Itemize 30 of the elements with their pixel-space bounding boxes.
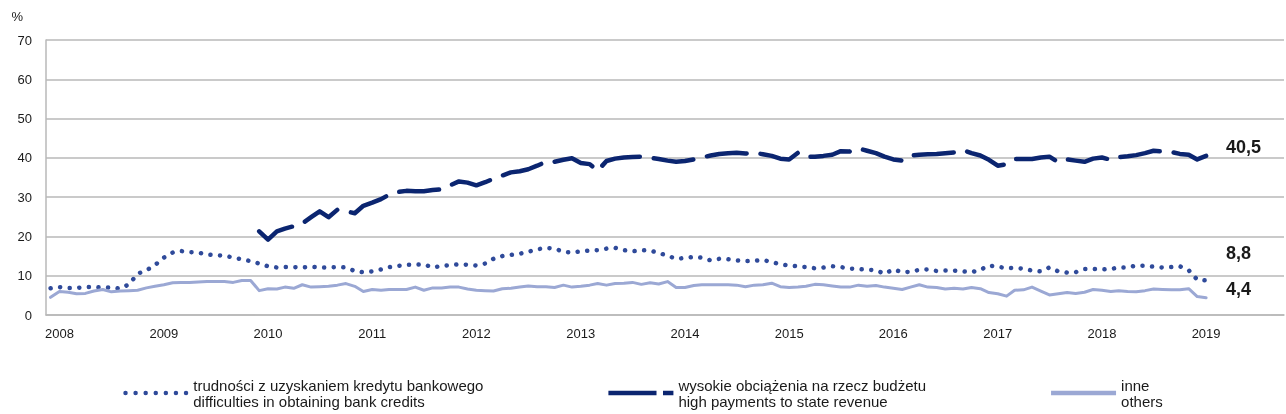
y-tick-label: 40 bbox=[17, 150, 32, 166]
y-axis-title: % bbox=[11, 9, 24, 24]
y-tick-label: 10 bbox=[17, 268, 32, 284]
x-tick-label: 2018 bbox=[1087, 326, 1117, 341]
y-tick-label: 20 bbox=[17, 228, 32, 244]
legend-label: inne others bbox=[1121, 376, 1163, 410]
x-tick-label: 2017 bbox=[983, 326, 1013, 341]
x-tick-label: 2011 bbox=[358, 326, 387, 341]
data-label: 8,8 bbox=[1226, 242, 1252, 263]
legend-label: trudności z uzyskaniem kredytu bankowego difficulties in obtaining bank credits bbox=[193, 376, 484, 410]
y-tick-label: 0 bbox=[24, 307, 32, 323]
line-series bbox=[49, 278, 1208, 300]
y-tick-label: 50 bbox=[17, 111, 32, 127]
line-series bbox=[48, 245, 1209, 291]
x-tick-label: 2009 bbox=[149, 326, 179, 341]
x-tick-label: 2019 bbox=[1191, 326, 1221, 341]
data-label: 40,5 bbox=[1226, 136, 1262, 157]
data-label: 4,4 bbox=[1226, 278, 1252, 299]
x-tick-label: 2008 bbox=[44, 326, 74, 341]
y-tick-label: 30 bbox=[17, 189, 32, 205]
line-series bbox=[256, 146, 1209, 242]
x-tick-label: 2010 bbox=[253, 326, 283, 341]
y-tick-label: 60 bbox=[17, 71, 32, 87]
x-tick-label: 2012 bbox=[461, 326, 491, 341]
x-tick-label: 2013 bbox=[566, 326, 596, 341]
x-tick-label: 2014 bbox=[670, 326, 700, 341]
x-tick-label: 2016 bbox=[878, 326, 908, 341]
legend-label: wysokie obciążenia na rzecz budżetu high payments to state revenue bbox=[677, 376, 927, 410]
y-tick-label: 70 bbox=[17, 32, 32, 48]
x-tick-label: 2015 bbox=[774, 326, 804, 341]
